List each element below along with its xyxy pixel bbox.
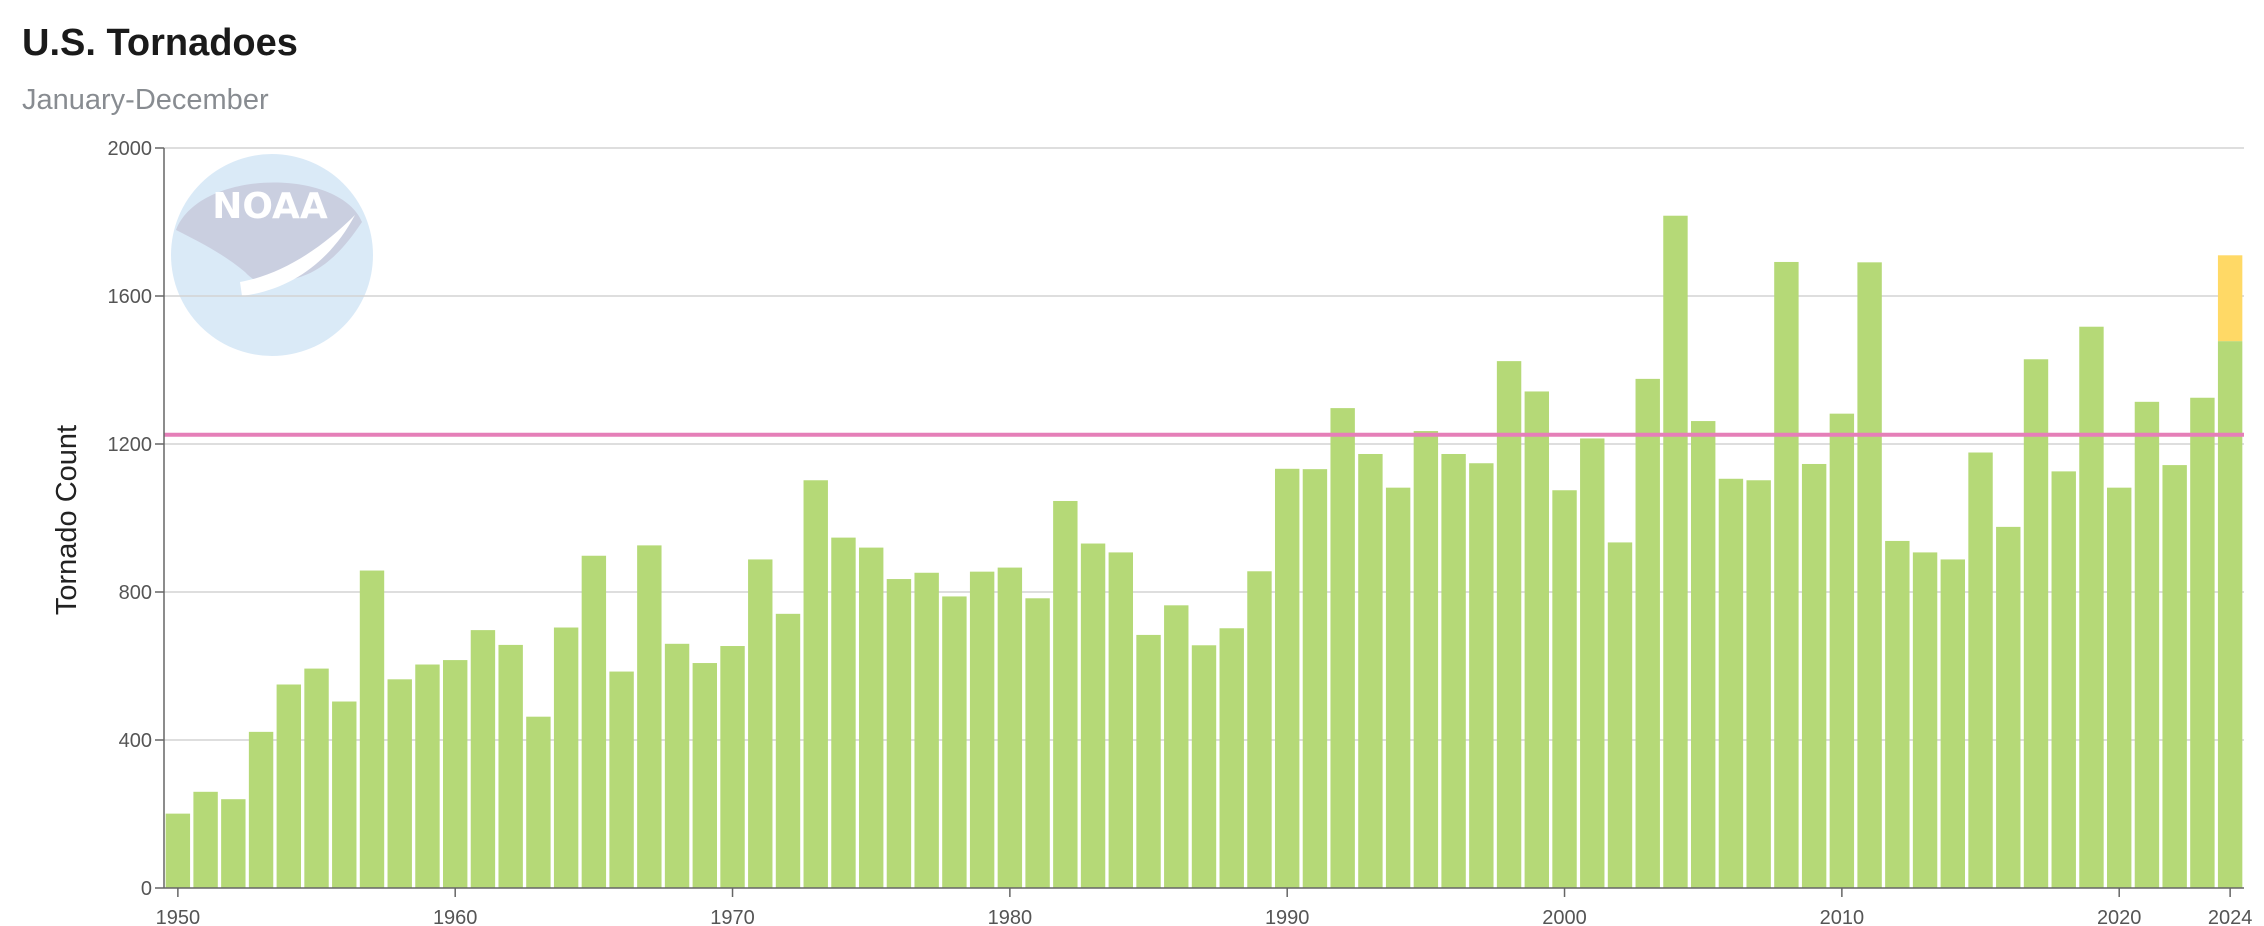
- bar-1998[interactable]: [1496, 361, 1522, 888]
- y-tick-label: 800: [119, 582, 152, 604]
- x-tick-label: 2024: [2208, 907, 2253, 926]
- x-tick-label: 2020: [2097, 907, 2142, 926]
- y-tick-label: 400: [119, 730, 152, 752]
- bar-1978[interactable]: [942, 596, 967, 888]
- bar-1959[interactable]: [415, 664, 440, 888]
- bar-1956[interactable]: [332, 701, 357, 888]
- bar-1993[interactable]: [1358, 453, 1383, 888]
- bar-2009[interactable]: [1801, 463, 1827, 888]
- bar-1960[interactable]: [442, 660, 468, 888]
- bar-1973[interactable]: [803, 480, 828, 888]
- bar-2021[interactable]: [2134, 401, 2160, 888]
- bar-1980[interactable]: [997, 567, 1023, 888]
- bar-1987[interactable]: [1191, 645, 1217, 888]
- bar-2008[interactable]: [1774, 261, 1799, 889]
- bar-1979[interactable]: [969, 571, 995, 888]
- bar-2006[interactable]: [1718, 478, 1744, 888]
- bar-1954[interactable]: [276, 684, 302, 889]
- bar-1965[interactable]: [581, 555, 607, 888]
- bar-2011[interactable]: [1857, 262, 1882, 889]
- x-tick-label: 1990: [1265, 907, 1310, 926]
- bar-1961[interactable]: [470, 630, 496, 888]
- bar-2000[interactable]: [1552, 490, 1577, 888]
- bar-1974[interactable]: [831, 537, 856, 888]
- bar-2005[interactable]: [1690, 421, 1716, 888]
- bar-1977[interactable]: [914, 572, 939, 888]
- chart-title: U.S. Tornadoes: [22, 22, 298, 64]
- bar-1983[interactable]: [1080, 543, 1106, 888]
- bar-1969[interactable]: [692, 663, 718, 888]
- bar-1994[interactable]: [1385, 487, 1411, 888]
- bar-1957[interactable]: [359, 570, 385, 888]
- noaa-logo-icon: NOAA: [171, 154, 373, 356]
- bar-1953[interactable]: [248, 731, 274, 888]
- y-axis-label: Tornado Count: [51, 425, 83, 615]
- bar-1951[interactable]: [193, 791, 218, 888]
- bar-1997[interactable]: [1469, 463, 1494, 888]
- bar-1962[interactable]: [498, 644, 523, 888]
- bar-2015[interactable]: [1968, 452, 1993, 888]
- bar-1975[interactable]: [858, 547, 884, 888]
- bar-2024[interactable]: [2217, 341, 2243, 888]
- bar-preliminary-2024[interactable]: [2217, 255, 2243, 342]
- bar-2004[interactable]: [1663, 215, 1688, 888]
- bar-1986[interactable]: [1164, 605, 1189, 888]
- bar-1988[interactable]: [1219, 628, 1244, 888]
- bar-2019[interactable]: [2079, 326, 2104, 889]
- bar-1991[interactable]: [1302, 469, 1328, 888]
- x-tick-label: 2010: [1820, 907, 1865, 926]
- x-tick-label: 2000: [1542, 907, 1587, 926]
- bar-1967[interactable]: [637, 545, 662, 888]
- bar-2023[interactable]: [2190, 397, 2215, 888]
- chart-subtitle: January-December: [22, 84, 269, 116]
- bar-1976[interactable]: [886, 579, 912, 888]
- y-tick-label: 2000: [108, 138, 153, 160]
- bar-1952[interactable]: [221, 799, 246, 888]
- bar-2014[interactable]: [1940, 559, 1966, 888]
- bar-2020[interactable]: [2106, 487, 2132, 888]
- x-tick-label: 1950: [156, 907, 201, 926]
- bar-2018[interactable]: [2051, 471, 2076, 888]
- bar-1999[interactable]: [1524, 391, 1550, 888]
- bar-1989[interactable]: [1247, 571, 1272, 888]
- bar-1985[interactable]: [1136, 634, 1161, 888]
- bar-2001[interactable]: [1580, 438, 1605, 888]
- bar-1968[interactable]: [664, 643, 690, 888]
- bar-1955[interactable]: [304, 668, 329, 888]
- bar-1996[interactable]: [1441, 453, 1466, 888]
- y-tick-label: 0: [141, 878, 152, 900]
- bar-1992[interactable]: [1330, 408, 1355, 888]
- noaa-logo-text: NOAA: [212, 186, 328, 227]
- bar-2016[interactable]: [1996, 526, 2021, 888]
- bar-1950[interactable]: [165, 813, 191, 888]
- bar-1964[interactable]: [553, 627, 579, 888]
- bar-1982[interactable]: [1053, 500, 1078, 888]
- bar-2010[interactable]: [1829, 413, 1855, 888]
- x-tick-label: 1970: [710, 907, 755, 926]
- bar-1995[interactable]: [1413, 431, 1439, 888]
- y-tick-label: 1200: [108, 434, 153, 456]
- bar-1984[interactable]: [1108, 552, 1134, 888]
- bar-1990[interactable]: [1274, 468, 1300, 888]
- bar-1958[interactable]: [387, 679, 412, 888]
- bar-1981[interactable]: [1025, 598, 1050, 888]
- bar-2017[interactable]: [2023, 359, 2049, 888]
- bar-2003[interactable]: [1635, 378, 1660, 888]
- x-tick-label: 1980: [988, 907, 1033, 926]
- bar-1963[interactable]: [526, 716, 551, 888]
- bar-1970[interactable]: [720, 646, 745, 888]
- bar-2012[interactable]: [1885, 540, 1910, 888]
- bar-1966[interactable]: [609, 671, 634, 888]
- bar-2007[interactable]: [1746, 480, 1771, 888]
- y-tick-label: 1600: [108, 286, 153, 308]
- bar-2002[interactable]: [1607, 542, 1633, 888]
- bar-1971[interactable]: [748, 559, 773, 888]
- bar-1972[interactable]: [775, 613, 801, 888]
- bar-2022[interactable]: [2162, 465, 2187, 888]
- x-tick-label: 1960: [433, 907, 478, 926]
- bar-2013[interactable]: [1912, 552, 1938, 888]
